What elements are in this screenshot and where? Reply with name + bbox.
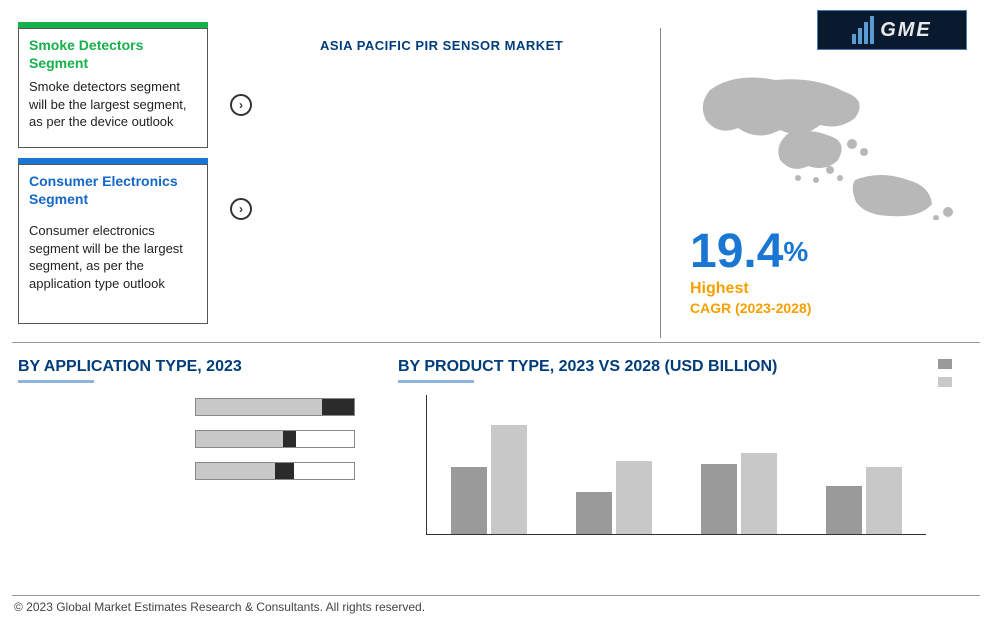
application-chart [195, 398, 380, 518]
footer-copyright: © 2023 Global Market Estimates Research … [14, 600, 425, 614]
bar-groups [426, 394, 926, 534]
bar-pair [701, 453, 777, 534]
application-bar-row [195, 398, 380, 416]
bar-2023 [826, 486, 862, 534]
region-map-panel [680, 70, 980, 220]
brand-logo: GME [817, 10, 967, 50]
legend-swatch-icon [938, 359, 952, 369]
application-chart-title: BY APPLICATION TYPE, 2023 [18, 358, 242, 376]
horizontal-divider [12, 595, 980, 596]
legend-item-2028: 2028 [938, 376, 982, 388]
x-axis [426, 534, 926, 535]
top-region: ASIA PACIFIC PIR SENSOR MARKET GME Smoke… [0, 0, 992, 342]
bar-2023 [576, 492, 612, 534]
bar-pair [576, 461, 652, 534]
logo-text: GME [880, 19, 932, 42]
bar-2028 [491, 425, 527, 534]
legend-swatch-icon [938, 377, 952, 387]
bar-pair [451, 425, 527, 534]
card-desc: Consumer electronics segment will be the… [29, 222, 197, 292]
horizontal-divider [12, 342, 980, 343]
title-underline [18, 380, 94, 383]
chevron-right-icon: › [230, 198, 252, 220]
card-desc: Smoke detectors segment will be the larg… [29, 78, 197, 131]
bar-2028 [616, 461, 652, 534]
asia-pacific-map-icon [680, 70, 970, 220]
cagr-value: 19.4% [690, 224, 808, 279]
application-bar-row [195, 462, 380, 480]
product-chart-legend: 2023 2028 [938, 358, 982, 388]
card-smoke-detectors: Smoke Detectors Segment Smoke detectors … [18, 28, 208, 148]
cagr-symbol: % [783, 236, 808, 267]
cagr-label-highest: Highest [690, 280, 749, 298]
bottom-region: BY APPLICATION TYPE, 2023 BY PRODUCT TYP… [0, 350, 992, 595]
product-chart [398, 390, 938, 555]
bar-2023 [451, 467, 487, 534]
bar-track [195, 430, 355, 448]
card-consumer-electronics: Consumer Electronics Segment Consumer el… [18, 164, 208, 324]
page-title: ASIA PACIFIC PIR SENSOR MARKET [320, 38, 563, 53]
legend-item-2023: 2023 [938, 358, 982, 370]
product-chart-title: BY PRODUCT TYPE, 2023 VS 2028 (USD BILLI… [398, 358, 777, 376]
logo-bars-icon [852, 16, 874, 44]
bar-2023 [701, 464, 737, 534]
chevron-right-icon: › [230, 94, 252, 116]
title-underline [398, 380, 474, 383]
bar-2028 [741, 453, 777, 534]
application-bar-row [195, 430, 380, 448]
cagr-number: 19.4 [690, 225, 783, 278]
bar-track [195, 398, 355, 416]
bar-2028 [866, 467, 902, 534]
bar-pair [826, 467, 902, 534]
bar-track [195, 462, 355, 480]
cagr-label-period: CAGR (2023-2028) [690, 300, 811, 316]
card-title: Consumer Electronics Segment [29, 173, 197, 208]
card-title: Smoke Detectors Segment [29, 37, 197, 72]
vertical-divider [660, 28, 661, 338]
